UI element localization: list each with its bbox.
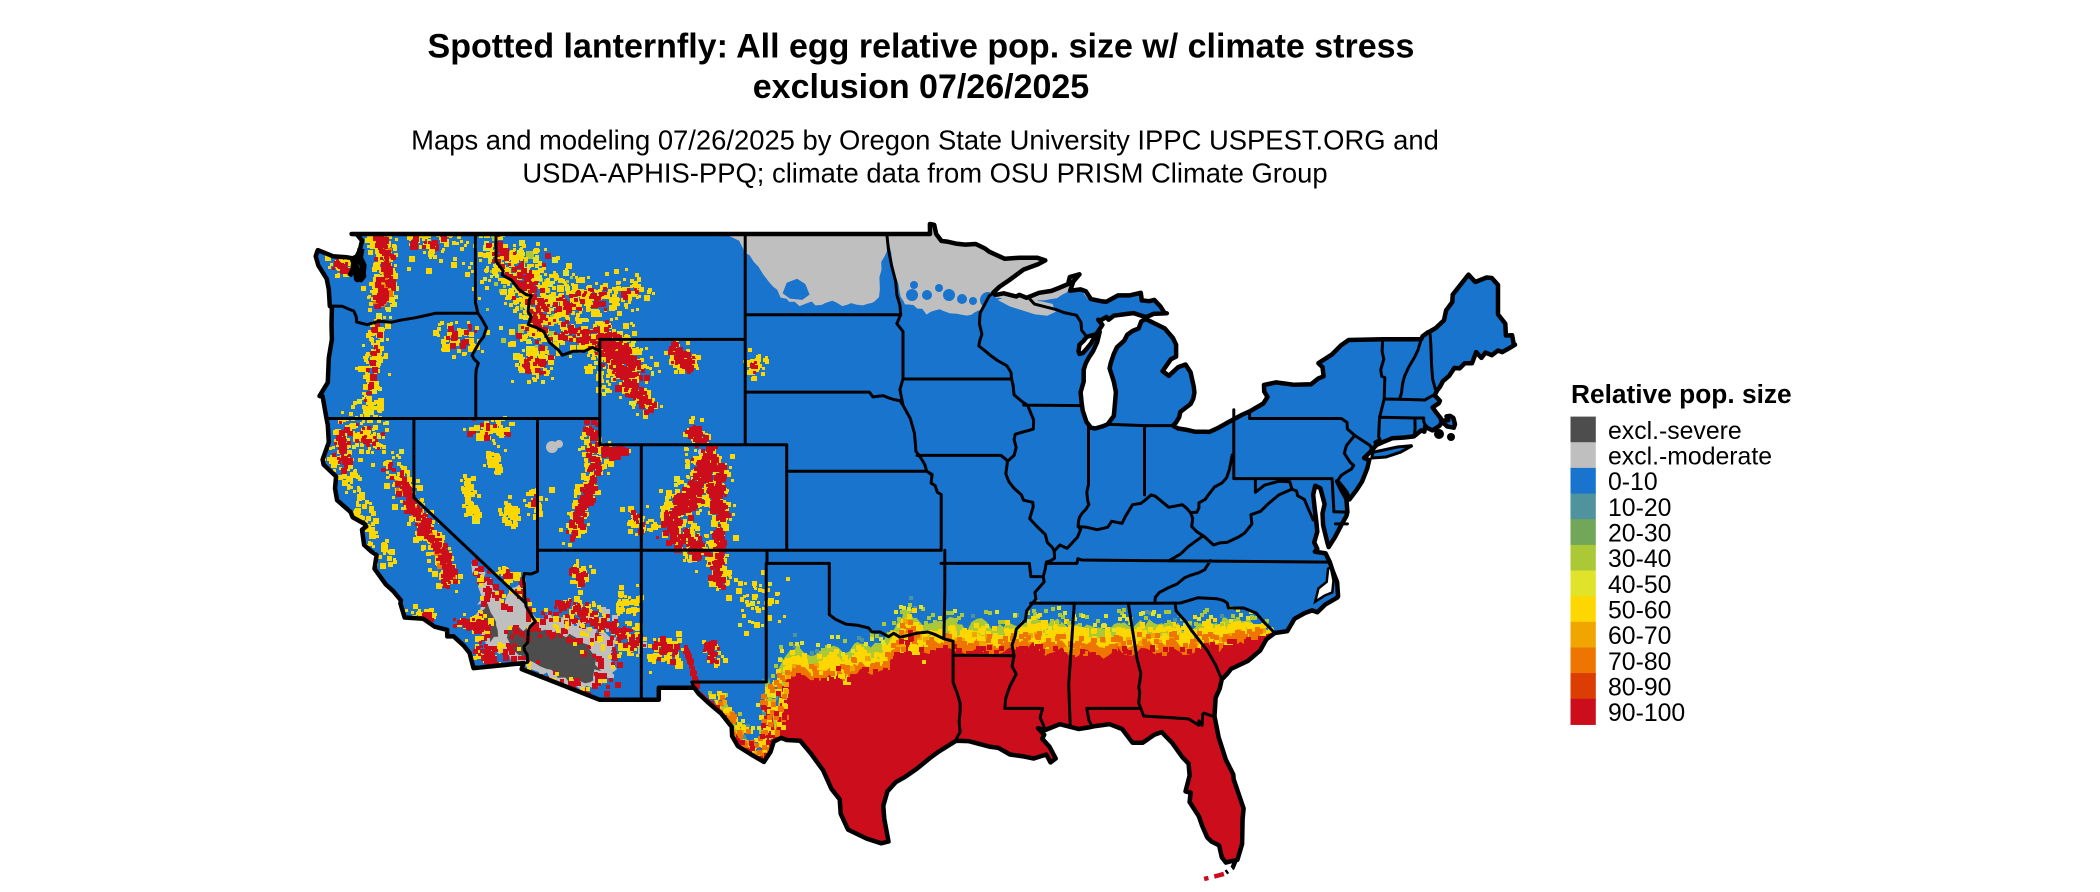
svg-text:Spotted lanternfly: All egg re: Spotted lanternfly: All egg relative pop… [428,28,1415,66]
svg-text:30-40: 30-40 [1608,546,1671,573]
svg-text:USDA-APHIS-PPQ; climate data f: USDA-APHIS-PPQ; climate data from OSU PR… [522,157,1327,188]
svg-text:exclusion 07/26/2025: exclusion 07/26/2025 [753,68,1089,106]
svg-text:50-60: 50-60 [1608,597,1671,624]
svg-text:80-90: 80-90 [1608,674,1671,701]
svg-text:60-70: 60-70 [1608,623,1671,650]
svg-text:70-80: 70-80 [1608,649,1671,676]
svg-text:90-100: 90-100 [1608,700,1685,727]
svg-text:excl.-moderate: excl.-moderate [1608,444,1772,471]
svg-text:20-30: 20-30 [1608,521,1671,548]
svg-text:Maps and modeling 07/26/2025 b: Maps and modeling 07/26/2025 by Oregon S… [411,125,1439,156]
svg-text:Relative pop. size: Relative pop. size [1571,379,1792,409]
svg-text:10-20: 10-20 [1608,495,1671,522]
svg-text:40-50: 40-50 [1608,572,1671,599]
svg-text:excl.-severe: excl.-severe [1608,418,1742,445]
svg-text:0-10: 0-10 [1608,469,1658,496]
